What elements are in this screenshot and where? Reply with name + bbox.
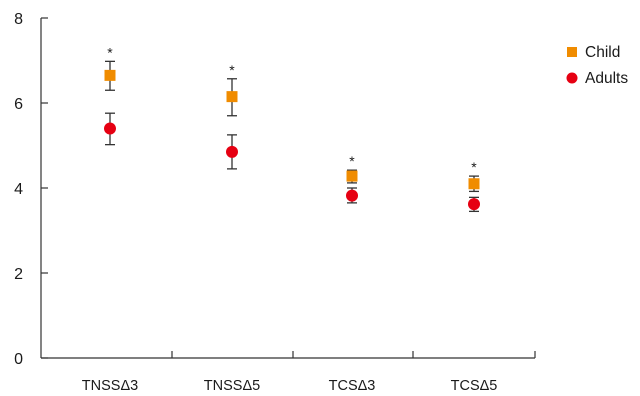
significance-marker: * <box>471 159 477 175</box>
adults-point <box>226 145 238 158</box>
data-marks: * * * * <box>104 44 480 213</box>
y-tick-label: 8 <box>14 11 23 28</box>
adults-point <box>468 198 480 211</box>
x-category-label: TCSΔ5 <box>451 378 498 394</box>
x-category-label: TCSΔ3 <box>329 378 376 394</box>
x-axis-ticks: TNSSΔ3 TNSSΔ5 TCSΔ3 TCSΔ5 <box>82 351 536 394</box>
child-point <box>104 69 116 81</box>
y-tick-label: 6 <box>14 96 23 113</box>
legend: Child Adults <box>566 44 628 87</box>
significance-marker: * <box>349 153 355 169</box>
y-tick-label: 4 <box>14 181 23 198</box>
child-point <box>468 178 480 190</box>
x-category-label: TNSSΔ5 <box>204 378 260 394</box>
child-point <box>346 170 358 182</box>
legend-child-swatch <box>567 47 577 57</box>
x-category-label: TNSSΔ3 <box>82 378 138 394</box>
y-axis-ticks: 0 2 4 6 8 <box>14 11 48 368</box>
legend-label: Adults <box>585 70 628 87</box>
significance-marker: * <box>107 44 113 60</box>
adults-point <box>104 122 116 135</box>
legend-label: Child <box>585 44 620 61</box>
legend-adults-swatch <box>566 72 578 84</box>
child-point <box>226 91 238 103</box>
adults-point <box>346 189 358 202</box>
y-tick-label: 0 <box>14 351 23 368</box>
y-tick-label: 2 <box>14 266 23 283</box>
significance-marker: * <box>229 62 235 78</box>
